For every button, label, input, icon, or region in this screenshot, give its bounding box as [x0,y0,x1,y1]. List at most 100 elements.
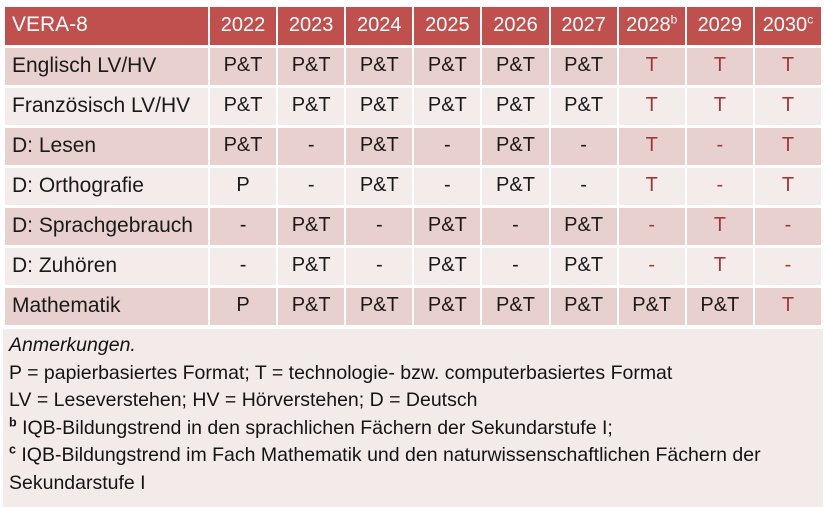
format-value-cell: P&T [482,168,549,205]
note-text: P = papierbasiertes Format; T = technolo… [9,361,673,384]
format-value-cell: P&T [482,288,549,325]
footnote-line: c IQB-Bildungstrend im Fach Mathematik u… [9,442,813,497]
format-value-cell: T [618,168,685,205]
format-value-cell: T [754,128,821,165]
note-text: LV = Leseverstehen; HV = Hörverstehen; D… [9,389,478,411]
format-value-cell: - [278,128,345,165]
format-value-cell: T [686,248,753,285]
note-text: Anmerkungen. [9,334,136,356]
year-column-header: 2028b [618,7,685,45]
footnote-marker: c [807,11,814,26]
format-value-cell: T [754,48,821,85]
table-row: D: Lesen P&T - P&T - P&T - T - T [5,128,821,165]
year-column-header: 2023 [278,7,345,45]
format-value-cell: P&T [346,48,413,85]
note-line: LV = Leseverstehen; HV = Hörverstehen; D… [9,387,813,415]
subject-label: D: Lesen [5,128,208,165]
footnote-line: b IQB-Bildungstrend in den sprachlichen … [9,415,813,443]
format-value-cell: T [686,208,753,245]
format-value-cell: P&T [550,248,617,285]
format-value-cell: P&T [278,248,345,285]
year-column-header: 2026 [482,7,549,45]
format-value-cell: - [550,168,617,205]
format-value-cell: - [686,128,753,165]
format-value-cell: - [754,208,821,245]
format-value-cell: P&T [346,168,413,205]
format-value-cell: P&T [414,288,481,325]
year-label: 2025 [425,13,470,36]
format-value-cell: P&T [346,128,413,165]
year-column-header: 2030c [754,7,821,45]
table-title: VERA-8 [5,7,208,45]
format-value-cell: P&T [618,288,685,325]
table-row: D: Sprachgebrauch - P&T - P&T - P&T - T - [5,208,821,245]
subject-label: D: Zuhören [5,248,208,285]
vera8-assessment-table: VERA-8 2022 2023 2024 2025 2026 2027 2028b 2029… [3,4,823,328]
notes-block: Anmerkungen. P = papierbasiertes Format; … [3,329,823,507]
footnote-marker: b [670,11,678,26]
format-value-cell: - [346,208,413,245]
format-value-cell: P&T [414,48,481,85]
subject-label: D: Orthografie [5,168,208,205]
format-value-cell: P&T [550,208,617,245]
format-value-cell: T [754,288,821,325]
footnote-marker: c [9,442,16,457]
format-value-cell: P [210,168,277,205]
format-value-cell: - [414,168,481,205]
table-row: D: Zuhören - P&T - P&T - P&T - T - [5,248,821,285]
year-label: 2030 [762,13,808,36]
format-value-cell: - [618,248,685,285]
subject-label: D: Sprachgebrauch [5,208,208,245]
format-value-cell: - [210,248,277,285]
format-value-cell: P&T [550,48,617,85]
format-value-cell: P [210,288,277,325]
subject-label: Mathematik [5,288,208,325]
format-value-cell: P&T [414,248,481,285]
format-value-cell: - [482,248,549,285]
format-value-cell: - [482,208,549,245]
format-value-cell: - [550,128,617,165]
year-label: 2026 [493,13,538,36]
format-value-cell: T [686,88,753,125]
subject-label: Französisch LV/HV [5,88,208,125]
format-value-cell: - [618,208,685,245]
format-value-cell: - [278,168,345,205]
format-value-cell: P&T [414,88,481,125]
format-value-cell: P&T [482,128,549,165]
format-value-cell: P&T [278,288,345,325]
format-value-cell: P&T [550,88,617,125]
year-label: 2023 [288,13,334,36]
format-value-cell: P&T [346,288,413,325]
format-value-cell: T [686,48,753,85]
table-body: Englisch LV/HV P&T P&T P&T P&T P&T P&T T T T Franz… [5,48,821,325]
year-column-header: 2029 [686,7,753,45]
year-column-header: 2027 [550,7,617,45]
note-line: P = papierbasiertes Format; T = technolo… [9,360,813,388]
year-column-header: 2022 [210,7,277,45]
format-value-cell: P&T [414,208,481,245]
table-row: Englisch LV/HV P&T P&T P&T P&T P&T P&T T T T [5,48,821,85]
year-label: 2027 [561,13,606,36]
year-column-header: 2024 [346,7,413,45]
year-label: 2022 [220,13,266,36]
note-text: IQB-Bildungstrend im Fach Mathematik und… [9,444,761,494]
footnote-marker: b [9,415,17,429]
format-value-cell: P&T [210,88,277,125]
year-label: 2028 [626,13,671,36]
format-value-cell: P&T [346,88,413,125]
format-value-cell: - [210,208,277,245]
format-value-cell: T [754,88,821,125]
format-value-cell: P&T [278,208,345,245]
format-value-cell: T [754,168,821,205]
subject-label: Englisch LV/HV [5,48,208,85]
note-line: Anmerkungen. [9,332,813,360]
year-label: 2024 [357,13,402,36]
table-row: Mathematik P P&T P&T P&T P&T P&T P&T P&T T [5,288,821,325]
note-text: IQB-Bildungstrend in den sprachlichen Fä… [22,416,613,439]
format-value-cell: P&T [210,48,277,85]
format-value-cell: - [346,248,413,285]
format-value-cell: - [754,248,821,285]
year-label: 2029 [697,13,743,36]
format-value-cell: P&T [686,288,753,325]
